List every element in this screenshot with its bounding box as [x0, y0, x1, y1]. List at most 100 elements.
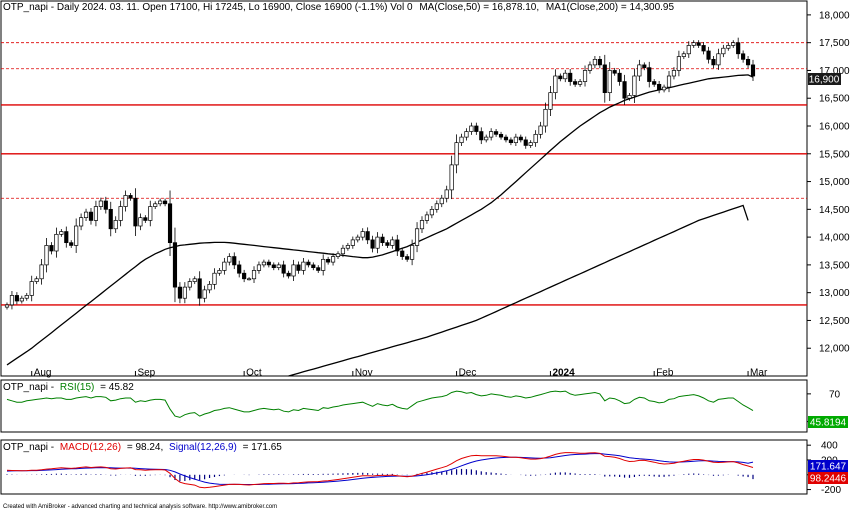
macd-series-label: MACD(12,26) — [60, 442, 121, 453]
candle-body — [657, 83, 662, 91]
rsi-line — [6, 390, 754, 418]
candle-body — [247, 278, 252, 281]
x-tick-label: Oct — [246, 368, 262, 379]
y-tick-label: 17,000 — [819, 66, 850, 77]
rsi-last-value-box — [808, 416, 848, 428]
candle-body — [350, 239, 355, 246]
y-tick-label: 12,000 — [819, 344, 850, 355]
rsi-title: OTP_napi - RSI(15) = 45.82 — [3, 382, 134, 393]
x-tick-label: Sep — [137, 368, 155, 379]
candle-body — [508, 139, 513, 144]
horizontal-levels — [1, 42, 807, 306]
y-tick-label: 13,500 — [819, 260, 850, 271]
candle-body — [306, 261, 311, 266]
candle-body — [311, 264, 316, 269]
candle-body — [370, 239, 375, 249]
y-tick-label: 15,500 — [819, 149, 850, 160]
macd-y-tick-label: 400 — [821, 441, 838, 452]
last-price-box — [808, 73, 841, 85]
price-y-axis: 12,000 12,500 13,000 13,500 14,000 14,500 15,0… — [807, 10, 850, 355]
price-title-text: OTP_napi - Daily 2024. 03. 11. Open 1710… — [3, 2, 413, 13]
rsi-plot-area — [0, 379, 808, 433]
candle-body — [261, 261, 266, 266]
candle-body — [558, 75, 563, 80]
candle-body — [716, 53, 721, 66]
last-price-marker: 16,900 — [808, 73, 841, 86]
candle-body — [330, 256, 336, 263]
candle-body — [286, 272, 291, 277]
candle-body — [494, 131, 499, 135]
signal-series-label: Signal(12,26,9) — [169, 442, 237, 453]
candle-body — [385, 242, 390, 246]
candle-body — [88, 211, 94, 221]
ma50-line — [6, 74, 754, 366]
candle-body — [207, 283, 212, 291]
candle-body — [34, 278, 39, 282]
candle-body — [335, 253, 341, 257]
candle-body — [587, 64, 593, 71]
candle-body — [395, 239, 400, 252]
candle-body — [177, 286, 182, 299]
signal-value-label: = 171.65 — [243, 442, 283, 453]
y-tick-label: 15,000 — [819, 177, 850, 188]
candle-body — [681, 53, 686, 57]
candle-body — [276, 264, 281, 269]
candle-body — [93, 206, 99, 221]
candle-body — [14, 295, 19, 302]
candle-body — [108, 208, 113, 230]
rsi-path — [6, 390, 754, 418]
candle-body — [197, 278, 202, 299]
candle-body — [355, 236, 360, 241]
candle-body — [686, 45, 691, 55]
candle-body — [696, 42, 701, 46]
y-tick-label: 13,000 — [819, 288, 850, 299]
candle-body — [622, 81, 627, 99]
macd-pane[interactable]: 4002000-200 171.647 98.2446 OTP_napi - M… — [0, 439, 848, 496]
candle-body — [444, 189, 449, 199]
ma50-legend: MA(Close,50) = 16,878.10, — [419, 2, 539, 13]
candle-body — [217, 270, 222, 274]
candle-body — [158, 200, 163, 205]
y-tick-label: 17,500 — [819, 38, 850, 49]
candle-body — [464, 131, 469, 138]
candle-body — [291, 264, 296, 277]
candle-body — [597, 58, 602, 66]
candle-body — [103, 200, 108, 210]
candle-body — [79, 217, 84, 227]
candle-body — [227, 256, 232, 263]
candle-body — [741, 53, 746, 60]
rsi-pane[interactable]: 3070 45.8194 OTP_napi - RSI(15) = 45.82 — [0, 379, 848, 433]
candle-body — [29, 281, 34, 296]
candle-body — [573, 81, 578, 85]
candle-body — [711, 58, 716, 66]
candle-body — [405, 256, 410, 260]
candle-body — [750, 64, 756, 77]
x-tick-label: Feb — [656, 368, 674, 379]
price-chart-title: OTP_napi - Daily 2024. 03. 11. Open 1710… — [3, 2, 674, 13]
candle-body — [237, 264, 242, 274]
y-tick-label: 16,500 — [819, 94, 850, 105]
footer-credit: Created with AmiBroker - advanced charti… — [3, 504, 277, 510]
candle-body — [479, 131, 484, 141]
x-tick-label: 2024 — [552, 368, 575, 379]
candle-body — [736, 42, 741, 55]
candle-body — [459, 136, 464, 144]
price-x-axis: Aug Sep Oct Nov Dec 2024 Feb Mar — [31, 368, 768, 379]
y-tick-label: 14,500 — [819, 205, 850, 216]
candle-body — [434, 203, 439, 210]
y-tick-label: 16,000 — [819, 122, 850, 133]
macd-last-value-label: 98.2446 — [810, 474, 847, 485]
candle-body — [513, 136, 518, 144]
candle-body — [449, 164, 454, 191]
candle-body — [113, 220, 118, 230]
candle-body — [731, 42, 736, 46]
candle-body — [647, 67, 652, 82]
x-tick-label: Dec — [459, 368, 477, 379]
candle-body — [380, 236, 385, 244]
candle-body — [543, 108, 548, 127]
candle-body — [518, 136, 523, 141]
price-chart-pane[interactable]: 12,000 12,500 13,000 13,500 14,000 14,500 15,0… — [0, 0, 850, 379]
candle-body — [627, 95, 632, 99]
candle-body — [9, 295, 15, 306]
